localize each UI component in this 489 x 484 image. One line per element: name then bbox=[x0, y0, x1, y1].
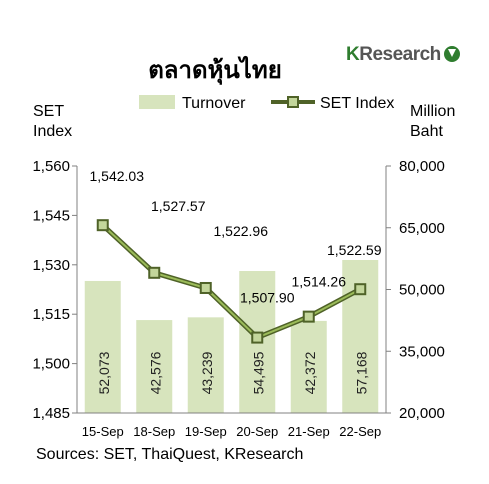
set-index-data-label: 1,522.59 bbox=[327, 242, 382, 258]
turnover-data-label: 43,239 bbox=[199, 351, 215, 394]
right-axis-title: Million Baht bbox=[410, 103, 456, 140]
set-index-data-label: 1,522.96 bbox=[214, 223, 269, 239]
left-axis-title: SET Index bbox=[33, 103, 73, 140]
x-tick-label: 22-Sep bbox=[339, 424, 381, 439]
turnover-data-label: 54,495 bbox=[250, 351, 266, 394]
chart-title: ตลาดหุ้นไทย bbox=[148, 56, 282, 84]
set-index-line bbox=[102, 224, 361, 339]
set-index-data-label: 1,542.03 bbox=[90, 168, 145, 184]
set-index-marker bbox=[302, 310, 315, 323]
set-index-marker bbox=[251, 331, 264, 344]
set-index-marker bbox=[199, 281, 212, 294]
x-tick-label: 15-Sep bbox=[82, 424, 124, 439]
set-index-marker bbox=[96, 219, 109, 232]
legend-swatch-turnover bbox=[139, 95, 175, 109]
turnover-data-label: 52,073 bbox=[96, 351, 112, 394]
turnover-data-label: 57,168 bbox=[353, 351, 369, 394]
turnover-data-label: 42,372 bbox=[302, 351, 318, 394]
right-y-tick-label: 35,000 bbox=[399, 343, 445, 360]
left-y-tick-label: 1,485 bbox=[32, 405, 70, 422]
turnover-bar bbox=[187, 317, 224, 413]
set-index-data-label: 1,514.26 bbox=[292, 274, 347, 290]
x-tick-label: 18-Sep bbox=[133, 424, 175, 439]
legend-label-set-index: SET Index bbox=[320, 95, 394, 112]
left-y-tick-label: 1,530 bbox=[32, 257, 70, 274]
turnover-bar bbox=[136, 320, 173, 413]
set-index-marker bbox=[148, 266, 161, 279]
source-note: Sources: SET, ThaiQuest, KResearch bbox=[36, 446, 304, 463]
set-index-marker bbox=[354, 283, 367, 296]
left-y-tick-label: 1,500 bbox=[32, 356, 70, 373]
right-y-tick-label: 65,000 bbox=[399, 220, 445, 237]
right-y-tick-label: 80,000 bbox=[399, 158, 445, 175]
right-y-tick-label: 50,000 bbox=[399, 282, 445, 299]
legend-swatch-set-index-marker bbox=[287, 96, 299, 108]
legend-label-turnover: Turnover bbox=[182, 95, 246, 112]
x-tick-label: 19-Sep bbox=[185, 424, 227, 439]
set-index-data-label: 1,507.90 bbox=[240, 290, 295, 306]
turnover-bar bbox=[290, 320, 327, 413]
kresearch-logo: KResearch bbox=[346, 44, 441, 65]
left-y-tick-label: 1,515 bbox=[32, 306, 70, 323]
turnover-data-label: 42,576 bbox=[147, 351, 163, 394]
left-y-tick-label: 1,560 bbox=[32, 158, 70, 175]
x-tick-label: 20-Sep bbox=[236, 424, 278, 439]
left-y-tick-label: 1,545 bbox=[32, 207, 70, 224]
turnover-bar bbox=[84, 280, 121, 413]
set-index-data-label: 1,527.57 bbox=[151, 198, 206, 214]
right-y-tick-label: 20,000 bbox=[399, 405, 445, 422]
x-tick-label: 21-Sep bbox=[288, 424, 330, 439]
kasikorn-logo-icon bbox=[444, 46, 460, 62]
